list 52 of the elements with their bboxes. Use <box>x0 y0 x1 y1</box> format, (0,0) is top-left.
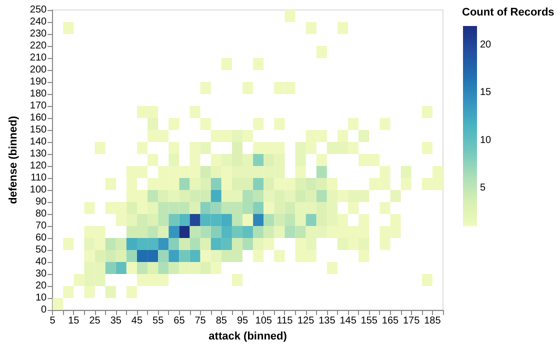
x-tick-label: 165 <box>382 316 400 326</box>
y-tick-label: 180 <box>30 88 48 100</box>
y-tick-label: 70 <box>35 220 48 232</box>
x-axis-title: attack (binned) <box>208 330 288 342</box>
x-tick-label: 25 <box>89 316 101 326</box>
x-tick-label: 105 <box>255 316 272 326</box>
y-tick-label: 60 <box>35 232 48 244</box>
y-tick-label: 220 <box>30 40 48 52</box>
x-tick-label: 175 <box>403 316 420 326</box>
y-axis-title: defense (binned) <box>8 116 20 204</box>
y-tick-label: 170 <box>30 100 48 112</box>
y-tick-label: 80 <box>35 208 48 220</box>
y-tick-label: 160 <box>30 112 48 124</box>
y-tick-label: 200 <box>30 64 48 76</box>
color-bar-label: 20 <box>480 40 492 51</box>
y-tick-label: 130 <box>30 148 48 160</box>
x-tick-label: 45 <box>131 316 143 326</box>
y-tick-label: 20 <box>35 280 48 292</box>
x-tick-label: 75 <box>194 316 206 326</box>
x-tick-label: 115 <box>276 316 294 326</box>
x-tick-label: 135 <box>318 316 336 326</box>
x-tick-label: 125 <box>297 316 315 326</box>
y-tick-label: 40 <box>35 256 48 268</box>
y-tick-label: 90 <box>35 196 48 208</box>
y-tick-label: 10 <box>35 292 48 304</box>
y-tick-label: 140 <box>30 136 48 148</box>
y-tick-label: 50 <box>35 244 48 256</box>
y-tick-label: 120 <box>30 160 48 172</box>
color-bar-label: 15 <box>480 87 492 98</box>
y-tick-label: 230 <box>30 28 48 40</box>
y-tick-label: 250 <box>30 4 48 16</box>
x-tick-label: 95 <box>236 316 249 326</box>
x-tick-label: 55 <box>152 316 164 326</box>
y-tick-label: 110 <box>30 172 48 184</box>
y-tick-label: 240 <box>30 16 48 28</box>
x-tick-label: 155 <box>360 316 378 326</box>
x-tick-label: 145 <box>340 316 357 326</box>
x-tick-label: 85 <box>216 316 228 326</box>
y-tick-label: 0 <box>41 304 48 316</box>
x-tick-label: 35 <box>110 316 122 326</box>
y-tick-label: 150 <box>30 124 48 136</box>
x-tick-label: 15 <box>68 316 80 326</box>
color-bar-label: 5 <box>480 182 486 194</box>
color-bar-label: 10 <box>480 134 492 146</box>
y-tick-label: 30 <box>35 268 48 280</box>
y-tick-label: 100 <box>30 184 48 196</box>
color-bar-title: Count of Records <box>462 6 554 18</box>
y-tick-label: 190 <box>30 76 48 88</box>
x-tick-label: 185 <box>424 316 442 326</box>
x-tick-label: 5 <box>50 316 56 326</box>
y-tick-label: 210 <box>30 52 48 64</box>
x-tick-label: 65 <box>174 316 186 326</box>
